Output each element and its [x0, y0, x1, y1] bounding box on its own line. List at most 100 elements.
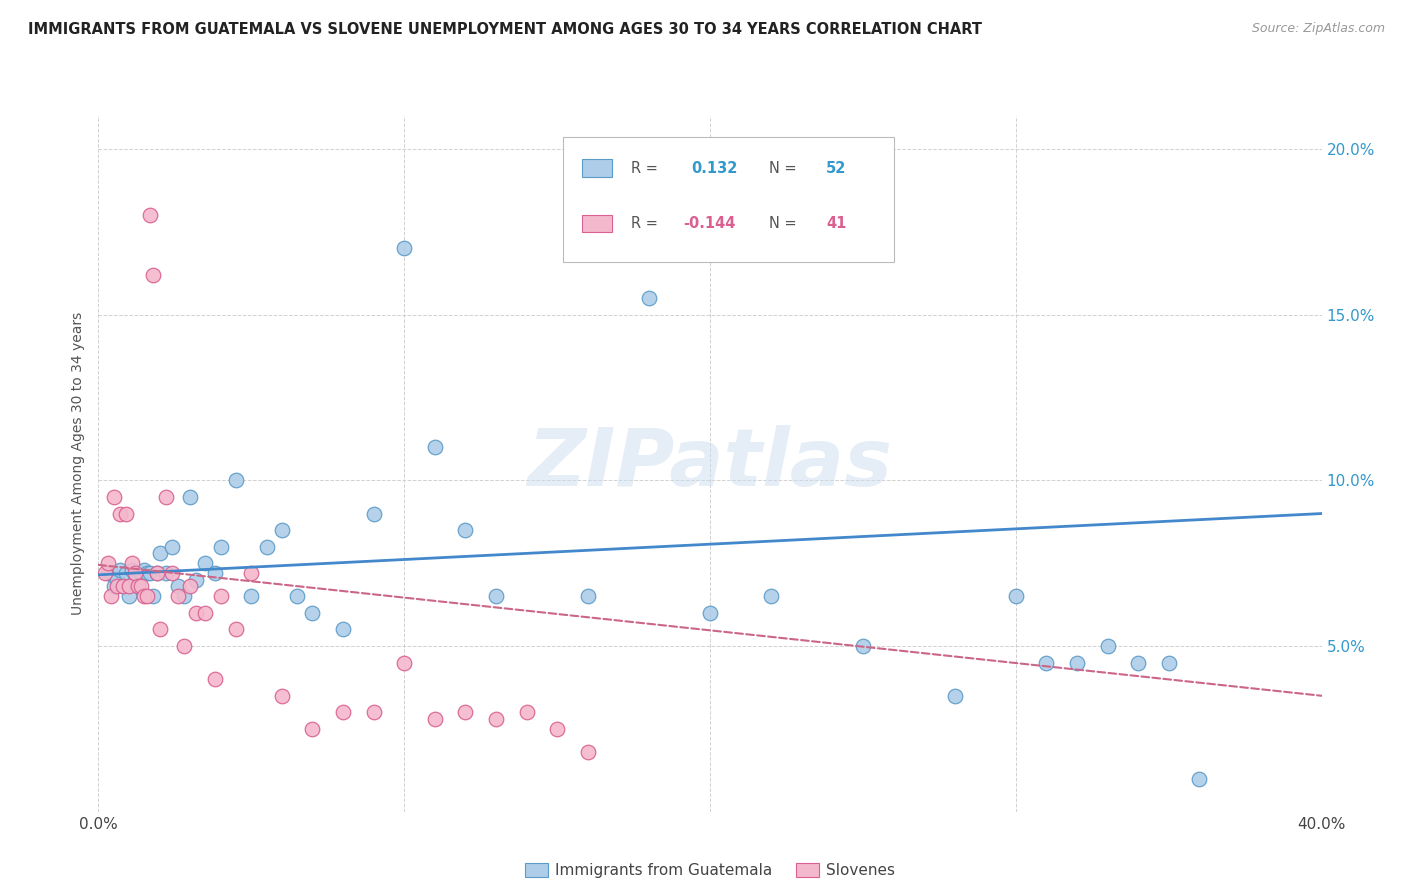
Point	[454, 523, 477, 537]
Point	[142, 268, 165, 282]
Point	[115, 566, 138, 581]
Text: 52: 52	[827, 161, 846, 176]
Point	[160, 540, 183, 554]
Point	[204, 672, 226, 686]
Legend: Immigrants from Guatemala, Slovenes: Immigrants from Guatemala, Slovenes	[519, 857, 901, 884]
FancyBboxPatch shape	[564, 136, 894, 262]
Point	[209, 540, 232, 554]
Point	[100, 566, 122, 581]
Point	[1004, 590, 1026, 604]
Point	[516, 706, 538, 720]
Point	[115, 507, 138, 521]
Point	[160, 566, 183, 581]
Text: ZIPatlas: ZIPatlas	[527, 425, 893, 503]
Point	[576, 590, 599, 604]
Point	[1097, 639, 1119, 653]
Point	[454, 706, 477, 720]
Point	[285, 590, 308, 604]
Point	[134, 563, 156, 577]
Point	[142, 590, 165, 604]
Point	[145, 566, 167, 581]
Y-axis label: Unemployment Among Ages 30 to 34 years: Unemployment Among Ages 30 to 34 years	[72, 312, 86, 615]
FancyBboxPatch shape	[582, 215, 612, 233]
Point	[124, 566, 146, 581]
Point	[139, 208, 162, 222]
Point	[105, 573, 128, 587]
Point	[103, 579, 125, 593]
Point	[392, 656, 416, 670]
Text: -0.144: -0.144	[683, 216, 735, 231]
Point	[943, 689, 966, 703]
Point	[1066, 656, 1088, 670]
Point	[136, 590, 159, 604]
Text: 41: 41	[827, 216, 846, 231]
Point	[363, 507, 385, 521]
Point	[105, 579, 128, 593]
Point	[127, 579, 149, 593]
Point	[423, 712, 446, 726]
Point	[637, 291, 661, 305]
Point	[301, 722, 323, 736]
Point	[97, 566, 120, 581]
Text: N =: N =	[769, 161, 796, 176]
Point	[145, 566, 167, 581]
Point	[173, 590, 195, 604]
Point	[240, 590, 263, 604]
Point	[179, 490, 201, 504]
Point	[332, 623, 354, 637]
Point	[225, 623, 247, 637]
Point	[301, 606, 323, 620]
Text: N =: N =	[769, 216, 796, 231]
Point	[127, 579, 149, 593]
Point	[392, 242, 416, 256]
Point	[97, 556, 120, 570]
Point	[1157, 656, 1180, 670]
Point	[167, 590, 190, 604]
Point	[485, 712, 508, 726]
Point	[108, 563, 131, 577]
Point	[93, 566, 115, 581]
Point	[209, 590, 232, 604]
Point	[1035, 656, 1057, 670]
Point	[124, 573, 146, 587]
Point	[129, 566, 152, 581]
Text: R =: R =	[630, 161, 658, 176]
Point	[103, 490, 125, 504]
Point	[270, 523, 292, 537]
Point	[155, 490, 177, 504]
Point	[118, 590, 141, 604]
Point	[240, 566, 263, 581]
Point	[149, 623, 172, 637]
Point	[1188, 772, 1211, 786]
Point	[134, 590, 156, 604]
Point	[576, 745, 599, 759]
Point	[194, 556, 217, 570]
Point	[225, 474, 247, 488]
Point	[256, 540, 278, 554]
Point	[155, 566, 177, 581]
Point	[485, 590, 508, 604]
FancyBboxPatch shape	[582, 160, 612, 177]
Point	[186, 573, 208, 587]
Point	[139, 566, 162, 581]
Point	[173, 639, 195, 653]
Point	[270, 689, 292, 703]
Point	[699, 606, 721, 620]
Point	[186, 606, 208, 620]
Point	[852, 639, 875, 653]
Point	[423, 440, 446, 454]
Text: IMMIGRANTS FROM GUATEMALA VS SLOVENE UNEMPLOYMENT AMONG AGES 30 TO 34 YEARS CORR: IMMIGRANTS FROM GUATEMALA VS SLOVENE UNE…	[28, 22, 983, 37]
Point	[194, 606, 217, 620]
Point	[111, 579, 134, 593]
Point	[111, 579, 134, 593]
Point	[129, 579, 152, 593]
Text: 0.132: 0.132	[692, 161, 738, 176]
Point	[100, 590, 122, 604]
Point	[546, 722, 568, 736]
Point	[121, 563, 143, 577]
Text: Source: ZipAtlas.com: Source: ZipAtlas.com	[1251, 22, 1385, 36]
Point	[332, 706, 354, 720]
Point	[108, 507, 131, 521]
Point	[204, 566, 226, 581]
Point	[179, 579, 201, 593]
